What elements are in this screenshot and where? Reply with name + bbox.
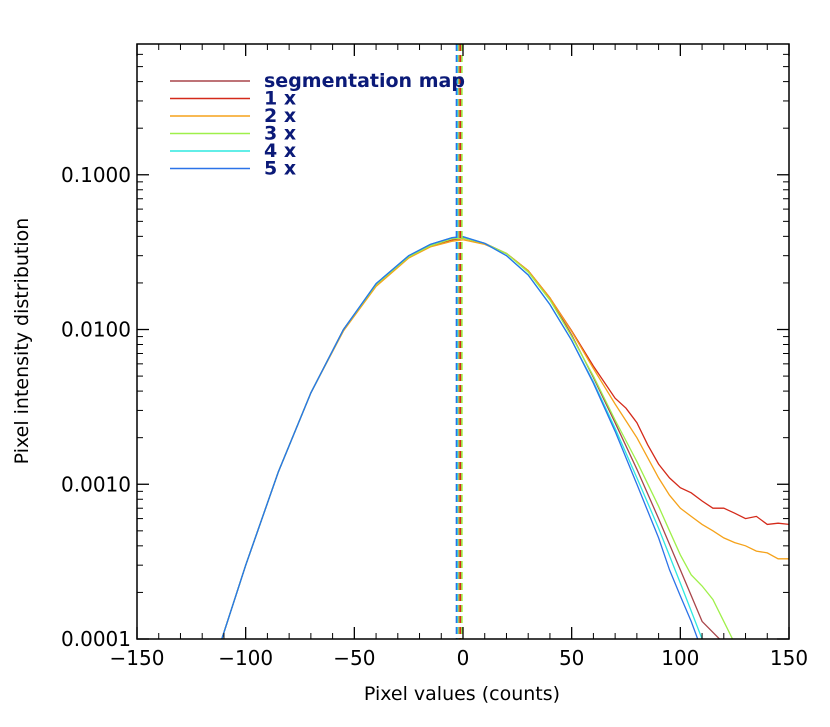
x-tick-label: −50 — [333, 646, 375, 670]
y-tick-label: 0.0010 — [61, 472, 131, 496]
x-tick-label: −100 — [218, 646, 273, 670]
x-tick-label: 0 — [457, 646, 470, 670]
legend-label-1: 1 x — [264, 88, 296, 110]
y-axis-title: Pixel intensity distribution — [11, 218, 33, 465]
legend-label-4: 4 x — [264, 140, 296, 162]
median-markers — [455, 44, 463, 639]
legend-label-0: segmentation map — [264, 70, 465, 92]
series-line-1 — [221, 237, 789, 639]
x-axis-title: Pixel values (counts) — [364, 683, 560, 705]
x-tick-label: −150 — [110, 646, 165, 670]
series-lines — [221, 236, 789, 639]
legend-label-2: 2 x — [264, 105, 296, 127]
x-tick-label: 150 — [770, 646, 808, 670]
legend-label-5: 5 x — [264, 158, 296, 180]
axes: −150 −100 −50 0 50 100 150 0.0001 0.0010 0.0100 0.… — [61, 43, 808, 670]
series-line-3 — [221, 237, 734, 639]
series-line-2 — [221, 239, 789, 639]
legend-label-3: 3 x — [264, 123, 296, 145]
x-tick-label: 100 — [661, 646, 699, 670]
y-tick-label: 0.0100 — [61, 318, 131, 342]
y-tick-label: 0.1000 — [61, 163, 131, 187]
series-line-5 — [221, 236, 699, 639]
y-tick-label: 0.0001 — [61, 627, 131, 651]
x-tick-label: 50 — [559, 646, 584, 670]
